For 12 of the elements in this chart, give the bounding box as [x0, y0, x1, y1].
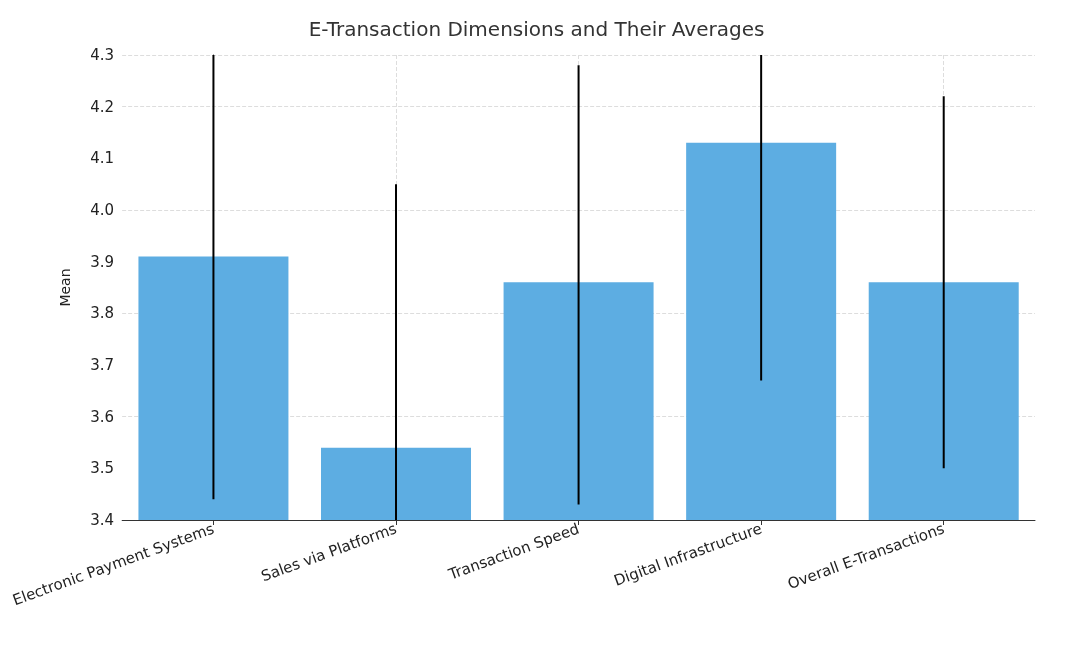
- y-tick-label: 3.4: [90, 511, 115, 529]
- y-tick-label: 3.9: [90, 252, 115, 271]
- y-tick-label: 3.7: [90, 356, 115, 374]
- y-tick-label: 4.1: [90, 149, 115, 168]
- y-tick-label: 4.3: [90, 46, 115, 64]
- y-tick-label: 4.0: [90, 201, 115, 219]
- y-tick-label: 4.2: [90, 97, 115, 116]
- chart-title: E-Transaction Dimensions and Their Averages: [308, 17, 765, 41]
- y-tick-label: 3.5: [90, 459, 115, 478]
- y-tick-label: 3.8: [90, 304, 115, 323]
- y-axis-title: Mean: [57, 268, 74, 307]
- y-tick-label: 3.6: [90, 407, 115, 426]
